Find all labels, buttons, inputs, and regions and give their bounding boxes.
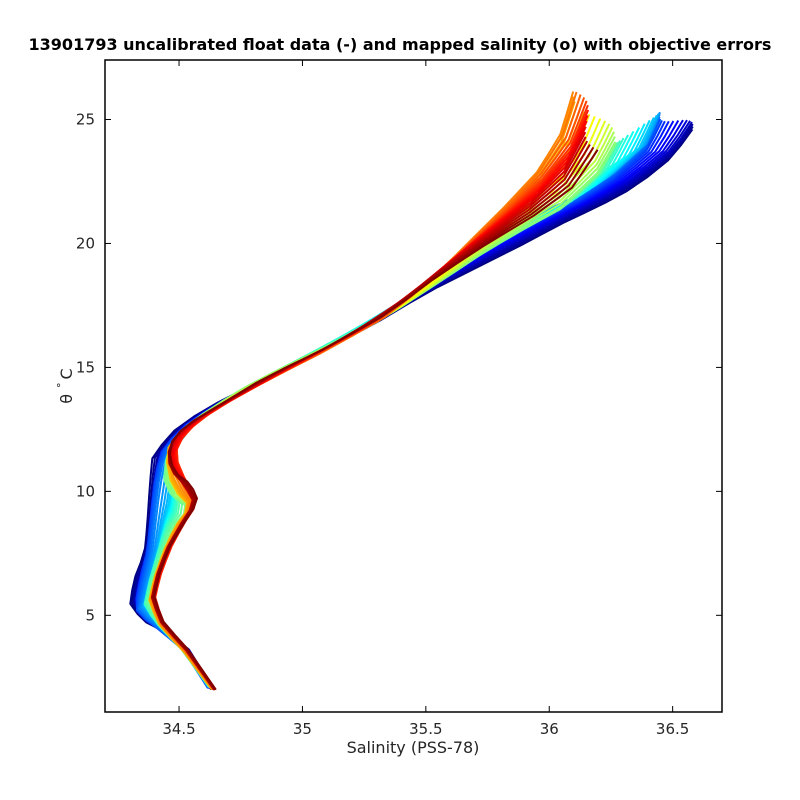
x-axis: 34.5 35 35.5 36 36.5 xyxy=(162,60,689,738)
chart-title: 13901793 uncalibrated float data (-) and… xyxy=(29,35,772,54)
profile-line xyxy=(148,101,576,690)
profile-line xyxy=(153,149,599,691)
y-tick-label: 25 xyxy=(76,110,95,128)
x-tick-label: 35 xyxy=(293,720,312,738)
y-axis-label-unit: C xyxy=(57,368,76,379)
x-axis-label: Salinity (PSS-78) xyxy=(347,738,480,757)
y-axis-label-degree: ° xyxy=(55,382,68,388)
profile-line xyxy=(152,94,582,691)
profile-line xyxy=(151,91,578,691)
y-axis-label-symbol: θ xyxy=(57,394,76,404)
profile-lines xyxy=(129,91,694,691)
y-tick-label: 15 xyxy=(76,358,95,376)
x-tick-label: 36.5 xyxy=(656,720,689,738)
profile-line xyxy=(149,96,575,691)
x-tick-label: 36 xyxy=(540,720,559,738)
y-tick-label: 5 xyxy=(85,606,95,624)
y-tick-label: 20 xyxy=(76,234,95,252)
profile-line xyxy=(150,91,575,691)
y-axis: 5 10 15 20 25 xyxy=(76,110,722,624)
x-tick-label: 34.5 xyxy=(162,720,195,738)
profile-line xyxy=(148,105,578,690)
profile-line xyxy=(153,97,586,691)
x-tick-label: 35.5 xyxy=(409,720,442,738)
plot-frame xyxy=(104,59,723,713)
y-axis-label: θ ° C xyxy=(55,368,76,403)
y-tick-label: 10 xyxy=(76,482,95,500)
